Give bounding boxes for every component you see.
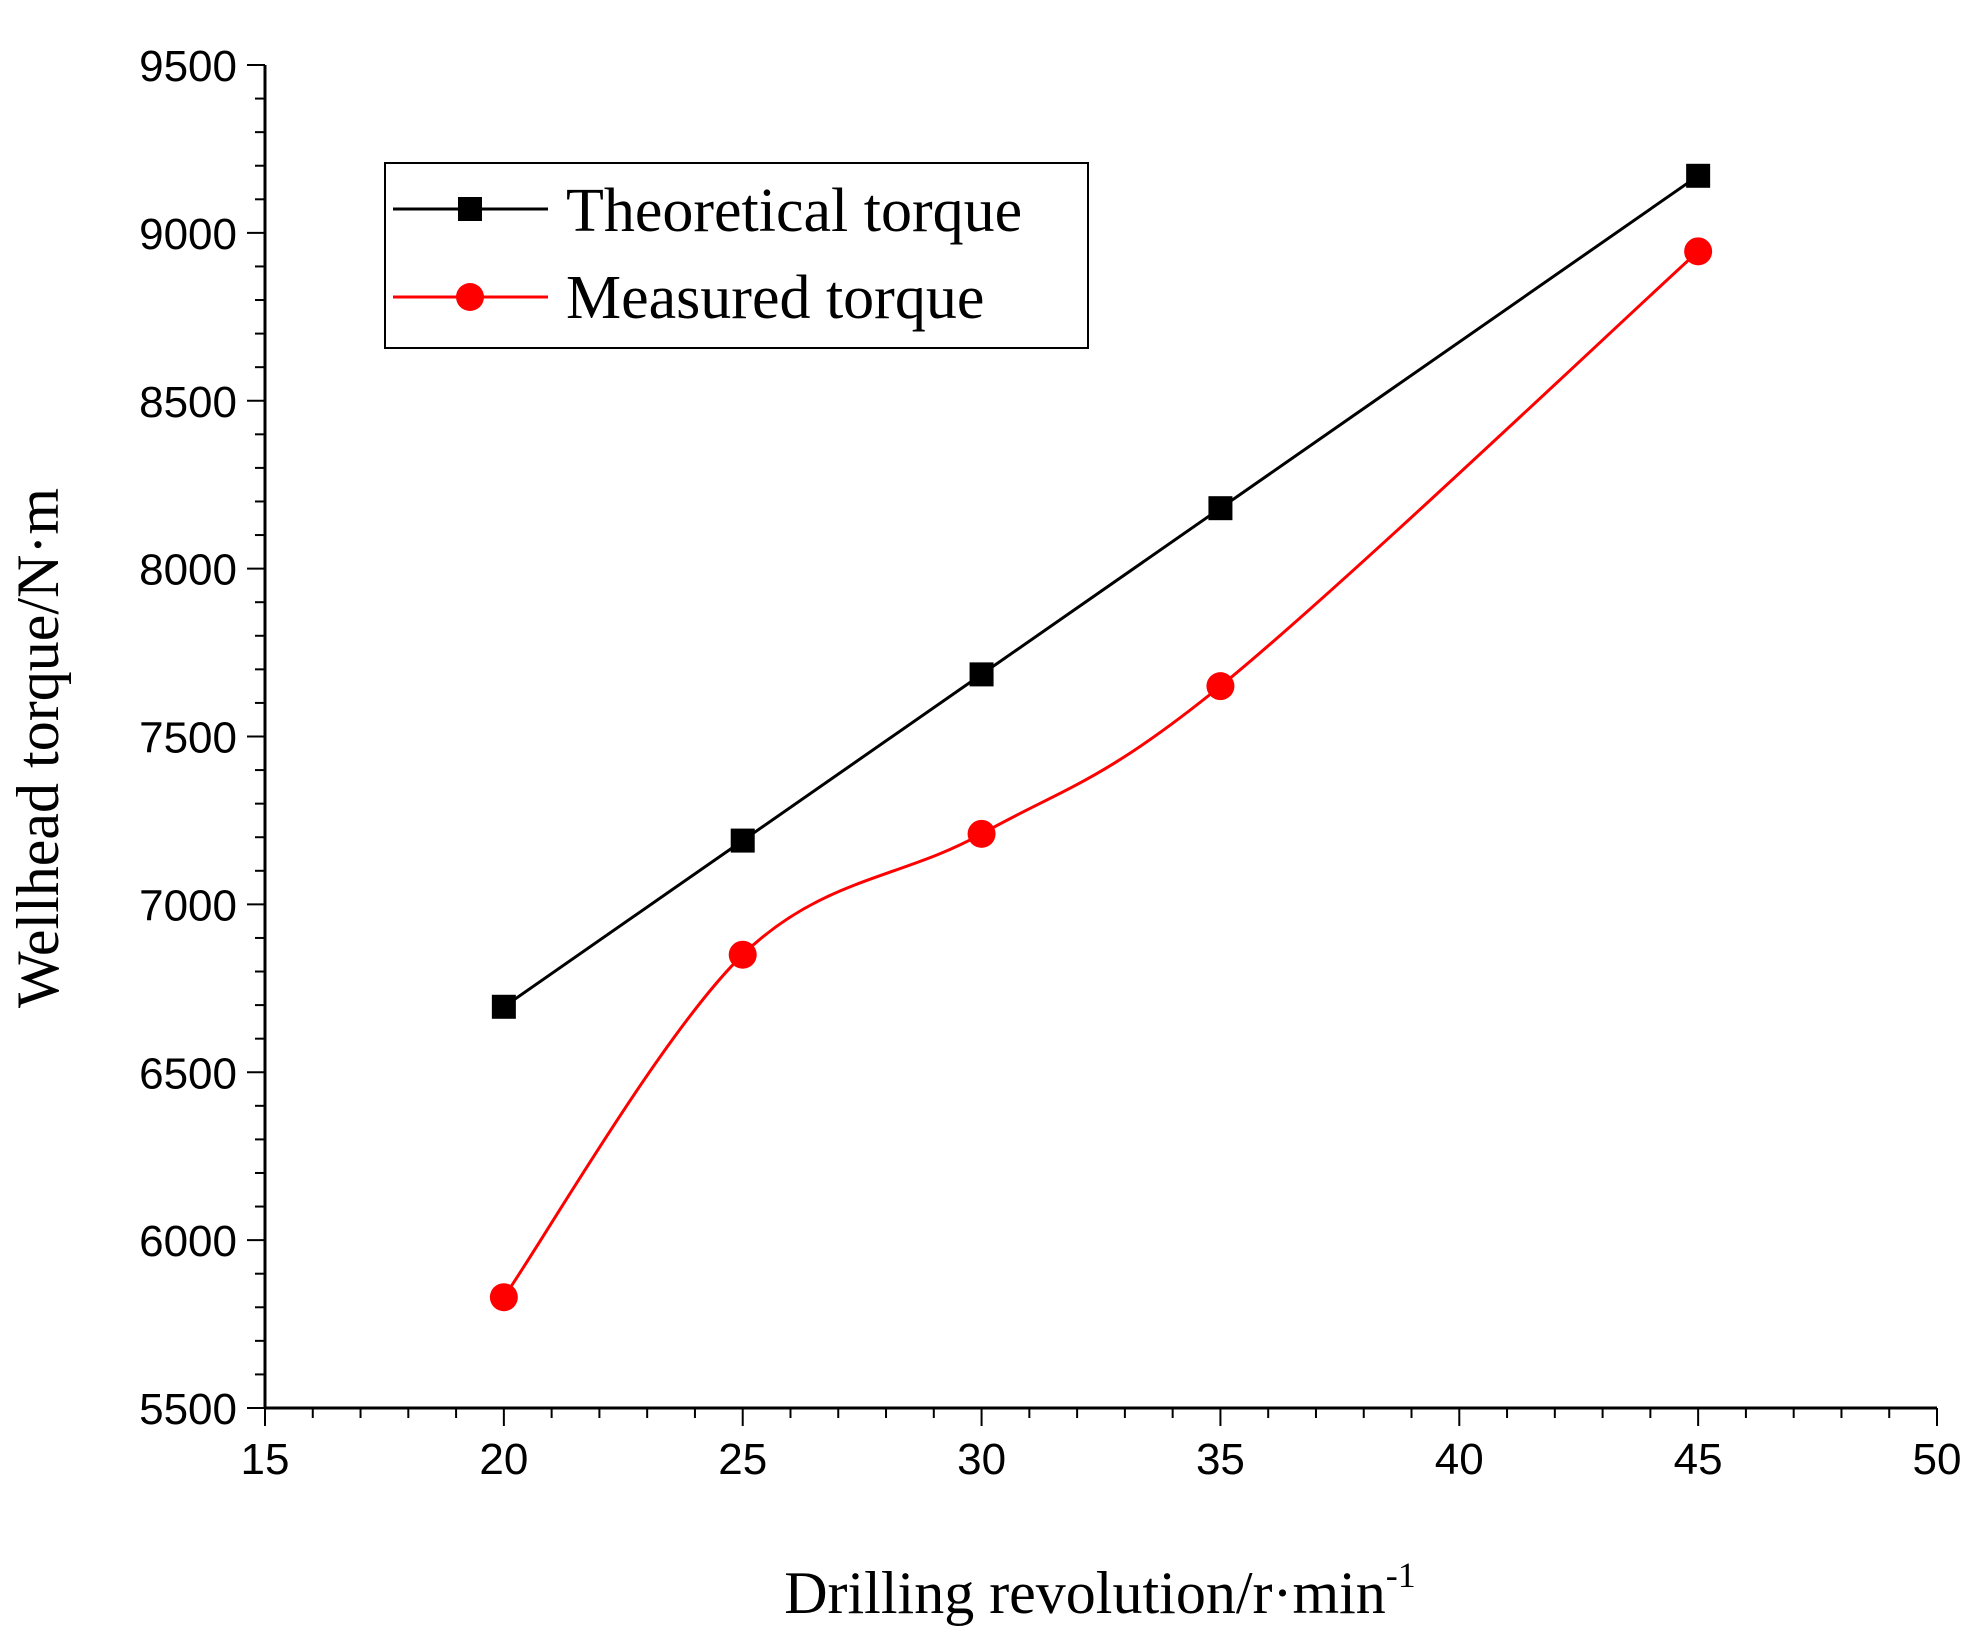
x-axis-title-superscript: -1 <box>1386 1555 1416 1595</box>
x-tick-label: 35 <box>1196 1435 1245 1484</box>
x-tick-label: 30 <box>957 1435 1006 1484</box>
x-tick-label: 25 <box>718 1435 767 1484</box>
data-point-theoretical <box>969 662 994 687</box>
y-tick-label: 8500 <box>139 378 237 427</box>
y-tick-label: 6500 <box>139 1049 237 1098</box>
y-tick-label: 5500 <box>139 1385 237 1434</box>
data-point-measured <box>1206 672 1235 701</box>
x-tick-label: 50 <box>1913 1435 1962 1484</box>
x-tick-label: 15 <box>241 1435 290 1484</box>
data-point-theoretical <box>1208 496 1233 521</box>
x-axis-title-main: Drilling revolution/r·min <box>784 1560 1386 1626</box>
x-tick-label: 40 <box>1435 1435 1484 1484</box>
legend-box <box>384 162 1089 349</box>
legend-label-measured: Measured torque <box>566 264 984 332</box>
data-point-measured <box>1684 237 1713 266</box>
data-point-theoretical <box>1686 163 1711 188</box>
legend-label-theoretical: Theoretical torque <box>566 177 1022 245</box>
x-axis-title: Drilling revolution/r·min-1 <box>784 1555 1416 1626</box>
ticks: 15 20 25 30 35 40 45 50 5500 6000 6500 7000 7500 8000… <box>139 42 1961 1484</box>
series-layer <box>489 163 1713 1312</box>
data-point-measured <box>967 819 996 848</box>
legend-marker-measured <box>456 283 484 311</box>
data-point-measured <box>728 940 757 969</box>
y-tick-label: 8000 <box>139 546 237 595</box>
x-tick-label: 20 <box>479 1435 528 1484</box>
legend: Theoretical torque Measured torque <box>384 162 1089 349</box>
data-point-theoretical <box>491 994 516 1019</box>
data-point-theoretical <box>730 828 755 853</box>
data-point-measured <box>489 1283 518 1312</box>
y-tick-label: 9500 <box>139 42 237 91</box>
y-tick-label: 7000 <box>139 881 237 930</box>
y-tick-label: 7500 <box>139 714 237 763</box>
x-tick-label: 45 <box>1674 1435 1723 1484</box>
y-tick-label: 6000 <box>139 1217 237 1266</box>
y-tick-label: 9000 <box>139 210 237 259</box>
y-axis-title: Wellhead torque/N·m <box>5 488 71 1008</box>
series-line-1 <box>502 250 1700 1299</box>
legend-marker-theoretical <box>458 197 482 221</box>
